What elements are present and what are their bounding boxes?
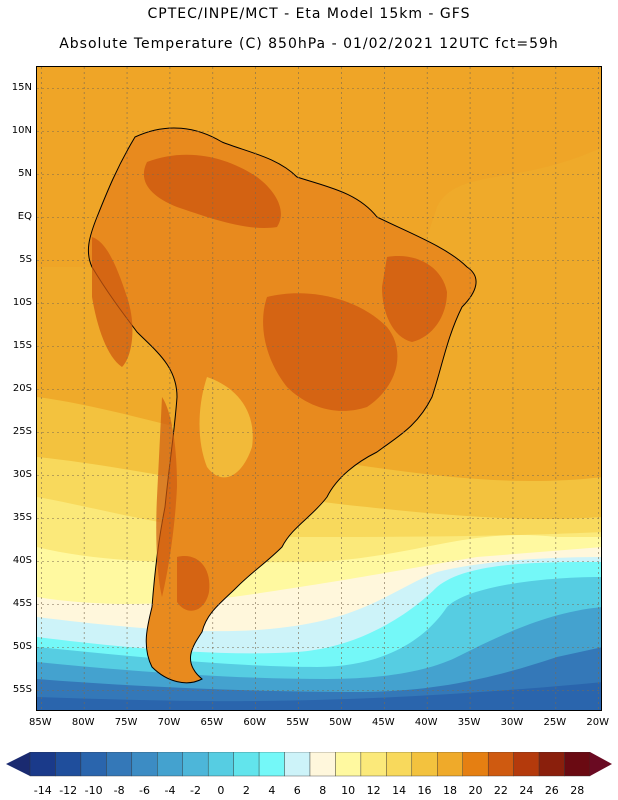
colorbar-label: 4 xyxy=(268,784,276,797)
colorbar-swatch xyxy=(80,752,107,777)
lat-label: 40S xyxy=(12,554,32,566)
colorbar-label: 6 xyxy=(293,784,301,797)
colorbar-swatch xyxy=(157,752,183,777)
temperature-map xyxy=(36,66,602,711)
lat-label: 5N xyxy=(18,167,32,179)
south-america-land xyxy=(87,127,477,684)
colorbar-label: 26 xyxy=(544,784,559,797)
lon-label: 75W xyxy=(114,717,138,728)
lon-label: 45W xyxy=(372,717,395,728)
colorbar-label: -14 xyxy=(33,784,52,797)
hot-region-northeast xyxy=(382,256,447,342)
lat-label: 30S xyxy=(12,468,32,480)
lon-label: 70W xyxy=(157,717,181,728)
colorbar-swatch xyxy=(29,752,56,777)
lon-label: 35W xyxy=(457,717,481,728)
chart-title-line-1: CPTEC/INPE/MCT - Eta Model 15km - GFS xyxy=(147,6,471,22)
colorbar-swatch xyxy=(360,752,387,777)
colorbar-label: 14 xyxy=(392,784,407,797)
lat-label: 15N xyxy=(11,81,32,93)
colorbar-label: 2 xyxy=(242,784,250,797)
lat-label: 45S xyxy=(12,597,32,609)
lat-label: 35S xyxy=(12,511,32,523)
hot-region-amazon xyxy=(143,154,281,228)
colorbar-swatch xyxy=(335,752,362,777)
lat-label: 50S xyxy=(12,640,32,652)
lon-label: 80W xyxy=(71,717,95,728)
lon-label: 85W xyxy=(28,717,52,728)
colorbar-swatch xyxy=(309,752,336,777)
colorbar-label: -10 xyxy=(84,784,103,797)
colorbar-swatch xyxy=(513,752,540,777)
colorbar-swatch xyxy=(487,752,514,777)
lat-label: 10N xyxy=(11,124,32,136)
colorbar-swatch xyxy=(386,752,413,777)
colorbar-label: -12 xyxy=(59,784,78,797)
lat-label: 20S xyxy=(12,382,32,394)
colorbar-label: 16 xyxy=(417,784,432,797)
colorbar-label: -2 xyxy=(189,784,201,797)
hot-region-andes-south xyxy=(156,397,177,597)
lon-label: 40W xyxy=(414,717,438,728)
colorbar-label: 0 xyxy=(217,784,225,797)
colorbar-swatch xyxy=(258,752,285,777)
colorbar-swatch xyxy=(55,752,82,777)
colorbar-swatch xyxy=(207,752,234,777)
colorbar-swatch xyxy=(106,752,133,777)
lat-label: 15S xyxy=(12,339,32,351)
lon-label: 60W xyxy=(243,717,266,728)
lon-label: 30W xyxy=(500,717,524,728)
colorbar-label: 28 xyxy=(570,784,585,797)
colorbar-swatch xyxy=(182,752,209,777)
colorbar-swatch xyxy=(538,752,565,777)
hot-region-andes xyxy=(92,237,133,367)
colorbar-label: 8 xyxy=(319,784,327,797)
colorbar-swatch xyxy=(233,752,260,777)
chart-title-line-2: Absolute Temperature (C) 850hPa - 01/02/… xyxy=(59,36,559,52)
colorbar-label: 10 xyxy=(341,784,356,797)
colorbar-low-arrow xyxy=(6,752,30,776)
lon-label: 25W xyxy=(543,717,567,728)
colorbar xyxy=(6,752,612,777)
colorbar-label: -8 xyxy=(113,784,125,797)
lon-label: 50W xyxy=(329,717,352,728)
lon-label: 20W xyxy=(586,717,610,728)
colorbar-swatch xyxy=(437,752,463,777)
colorbar-label: -4 xyxy=(164,784,176,797)
colorbar-label: 12 xyxy=(366,784,381,797)
hot-region-central-brazil xyxy=(263,293,398,411)
lon-label: 65W xyxy=(200,717,224,728)
colorbar-high-arrow xyxy=(590,752,612,776)
hot-region-patagonia xyxy=(177,556,210,611)
colorbar-swatch xyxy=(411,752,438,777)
colorbar-swatch xyxy=(284,752,311,777)
lon-label: 55W xyxy=(286,717,309,728)
colorbar-label: -6 xyxy=(139,784,151,797)
lat-label: 10S xyxy=(12,296,32,308)
lat-label: 55S xyxy=(12,683,32,695)
map-gridlines xyxy=(37,67,601,710)
colorbar-swatch xyxy=(564,752,591,777)
lat-label: 5S xyxy=(19,253,32,265)
lat-label: EQ xyxy=(17,210,32,222)
lat-label: 25S xyxy=(12,425,32,437)
colorbar-label: 24 xyxy=(519,784,534,797)
colorbar-swatch xyxy=(462,752,489,777)
temp-band-neg4 xyxy=(37,682,601,710)
colorbar-swatch xyxy=(131,752,158,777)
colorbar-label: 22 xyxy=(493,784,508,797)
colorbar-label: 18 xyxy=(443,784,457,797)
colorbar-label: 20 xyxy=(468,784,483,797)
